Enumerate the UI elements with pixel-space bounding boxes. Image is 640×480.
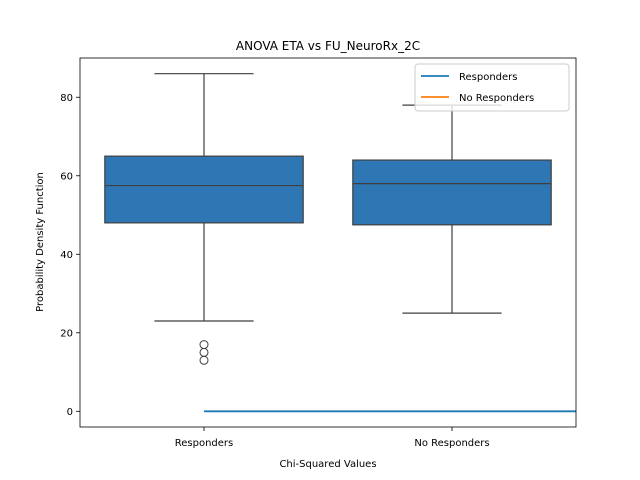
y-tick-label: 0	[67, 407, 73, 418]
outlier-point	[199, 355, 209, 365]
legend: Responders No Responders	[414, 63, 570, 112]
box	[352, 159, 552, 226]
legend-frame	[414, 63, 570, 112]
y-tick-label: 20	[60, 328, 73, 339]
plot-content	[104, 73, 576, 413]
x-tick-label: Responders	[175, 438, 234, 449]
y-axis-label: Probability Density Function	[35, 172, 46, 312]
box	[104, 155, 304, 224]
box-group-0	[104, 73, 304, 365]
y-tick-label: 40	[60, 250, 73, 261]
y-tick-label: 60	[60, 171, 73, 182]
chart-title: ANOVA ETA vs FU_NeuroRx_2C	[236, 39, 420, 53]
plot-frame	[79, 57, 577, 428]
x-tick-label: No Responders	[414, 438, 489, 449]
legend-label: No Responders	[459, 93, 534, 104]
y-tick-label: 80	[60, 93, 73, 104]
y-axis: 0 20 40 60 80	[60, 93, 80, 418]
box-group-1	[352, 104, 552, 314]
x-axis: Responders No Responders	[175, 427, 490, 449]
x-axis-label: Chi-Squared Values	[279, 459, 376, 470]
legend-label: Responders	[459, 72, 518, 83]
